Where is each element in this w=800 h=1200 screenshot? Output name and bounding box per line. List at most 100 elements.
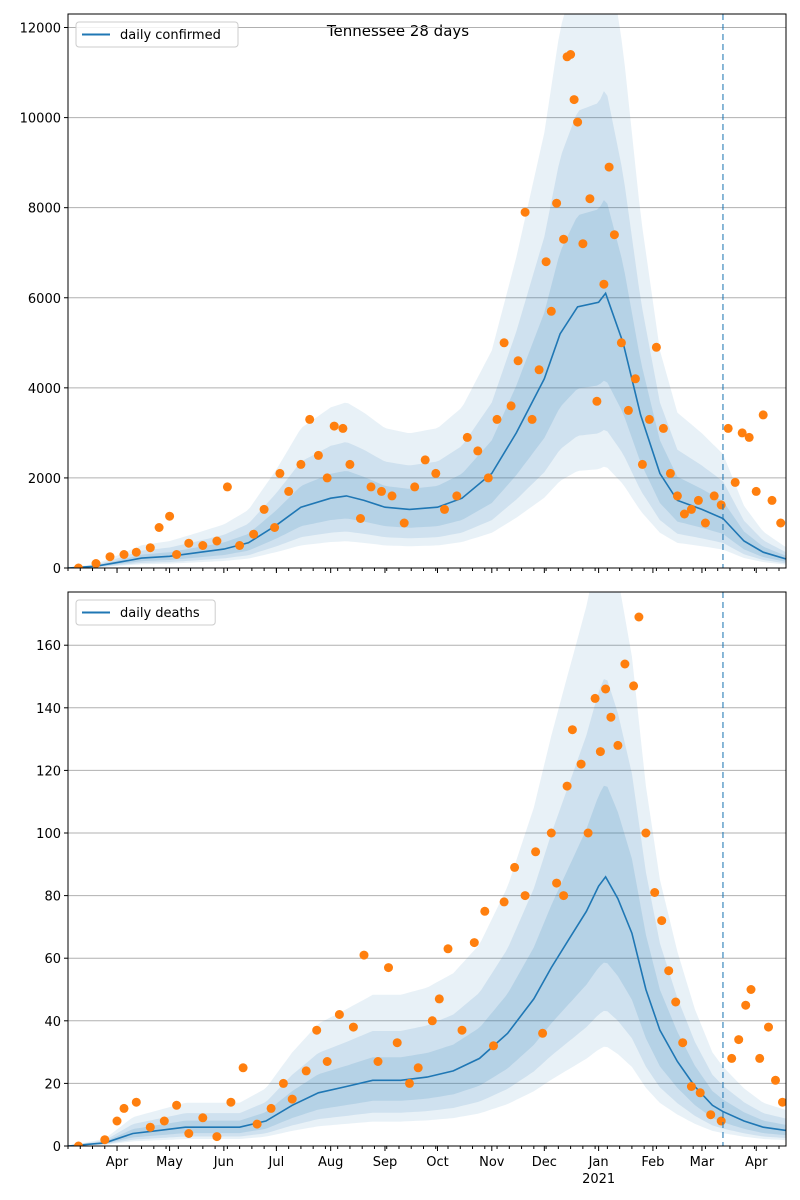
data-point	[431, 468, 441, 478]
data-point	[590, 693, 600, 703]
data-point	[583, 828, 593, 838]
data-point	[159, 1116, 169, 1126]
x-tick-label: Oct	[426, 1155, 448, 1170]
y-tick-label: 40	[44, 1015, 61, 1030]
data-point	[592, 396, 602, 406]
data-point	[427, 1016, 437, 1026]
data-point	[520, 891, 530, 901]
x-tick-label: Dec	[532, 1155, 557, 1170]
data-point	[709, 491, 719, 501]
data-point	[634, 612, 644, 622]
uncertainty-band	[68, 14, 786, 568]
data-point	[552, 198, 562, 208]
data-point	[569, 95, 579, 105]
data-point	[322, 473, 332, 483]
x-tick-label: Jan	[588, 1155, 609, 1170]
data-point	[74, 1141, 83, 1146]
data-point	[630, 374, 640, 384]
data-point	[620, 659, 630, 669]
data-point	[657, 916, 667, 926]
data-point	[131, 547, 141, 557]
x-tick-label: Apr	[745, 1155, 768, 1170]
x-tick-label: Aug	[318, 1155, 343, 1170]
data-point	[434, 994, 444, 1004]
data-point	[392, 1038, 402, 1048]
data-point	[184, 1129, 194, 1138]
x-tick-label: Jun	[213, 1155, 234, 1170]
data-point	[100, 1135, 110, 1145]
data-point	[601, 684, 611, 694]
data-point	[606, 712, 616, 722]
data-point	[767, 495, 777, 505]
data-point	[131, 1097, 141, 1107]
data-point	[651, 342, 661, 352]
data-point	[443, 944, 453, 954]
y-tick-label: 140	[36, 702, 61, 717]
data-point	[671, 997, 681, 1007]
data-point	[301, 1066, 311, 1076]
data-point	[184, 538, 194, 548]
data-point	[312, 1025, 322, 1035]
data-point	[405, 1078, 414, 1088]
data-point	[513, 356, 523, 366]
x-tick-label: Feb	[641, 1155, 664, 1170]
data-point	[480, 906, 490, 916]
data-point	[693, 495, 703, 505]
series-line	[68, 875, 786, 1146]
data-point	[198, 541, 208, 550]
data-point	[165, 511, 175, 521]
axes-frame	[67, 13, 787, 569]
x-tick-label: Jul	[268, 1155, 285, 1170]
data-point	[665, 468, 675, 478]
data-point	[462, 432, 472, 442]
data-point	[716, 500, 726, 510]
data-point	[737, 428, 747, 438]
data-point	[764, 1022, 773, 1032]
legend: daily confirmed	[75, 21, 239, 48]
data-point	[566, 50, 576, 59]
data-point	[650, 888, 660, 897]
data-point	[356, 514, 365, 523]
y-tick-label: 80	[44, 890, 61, 905]
axes-frame	[67, 591, 787, 1147]
data-point	[172, 1100, 182, 1110]
data-point	[686, 504, 696, 514]
data-point	[410, 482, 420, 492]
data-point	[559, 234, 569, 244]
data-point	[599, 279, 609, 289]
y-tick-label: 160	[36, 639, 61, 654]
data-point	[278, 1078, 288, 1088]
data-point	[387, 491, 397, 501]
data-point	[305, 414, 315, 424]
legend-box	[75, 599, 216, 626]
data-point	[578, 239, 588, 249]
data-point	[531, 847, 541, 857]
data-point	[275, 468, 285, 478]
data-point	[746, 985, 756, 994]
data-point	[105, 552, 115, 562]
data-point	[334, 1010, 344, 1019]
data-point	[457, 1025, 467, 1035]
data-point	[172, 550, 182, 559]
data-point	[145, 1122, 155, 1132]
data-point	[198, 1113, 208, 1123]
data-point	[483, 473, 493, 483]
data-point	[119, 550, 129, 559]
data-point	[440, 504, 449, 514]
legend-box	[75, 21, 239, 48]
data-point	[145, 543, 155, 553]
data-point	[510, 862, 520, 872]
data-point	[235, 541, 245, 550]
data-point	[499, 338, 509, 348]
data-point	[226, 1097, 236, 1107]
data-point	[259, 504, 269, 514]
data-point	[700, 518, 710, 528]
data-point	[119, 1103, 129, 1113]
data-point	[345, 459, 355, 469]
data-point	[672, 491, 682, 501]
data-point	[91, 559, 101, 568]
data-point	[716, 1116, 726, 1126]
data-point	[452, 491, 462, 501]
data-point	[771, 1075, 780, 1085]
uncertainty-band	[68, 200, 786, 568]
